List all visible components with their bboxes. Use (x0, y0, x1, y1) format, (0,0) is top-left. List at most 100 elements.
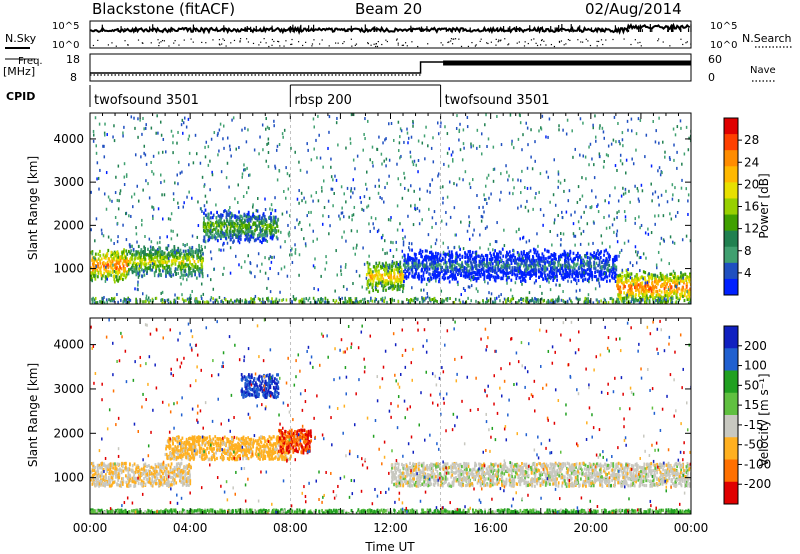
power-cell (490, 192, 492, 196)
power-cell (657, 169, 659, 173)
power-cell (675, 285, 678, 289)
power-cell (641, 285, 644, 289)
power-cell (587, 261, 590, 266)
power-cell (636, 299, 639, 303)
power-cell (162, 255, 165, 259)
power-cell (364, 182, 367, 186)
power-cell (238, 241, 241, 245)
power-cell (384, 266, 387, 270)
power-cell (221, 213, 224, 218)
nsearch-point (530, 39, 533, 41)
power-cell (366, 187, 368, 191)
power-cell (524, 273, 527, 277)
power-cell (117, 271, 119, 275)
power-cell (573, 277, 575, 281)
power-cell (655, 293, 658, 297)
power-cell (190, 254, 193, 258)
power-cell (189, 253, 192, 257)
power-cell (511, 294, 514, 298)
power-cell (201, 274, 204, 279)
power-cell (562, 232, 565, 236)
power-cell (417, 170, 419, 174)
nsearch-point (158, 44, 160, 47)
power-cell (195, 276, 198, 280)
power-cell (125, 301, 128, 304)
power-cell (645, 256, 647, 260)
nsearch-point (342, 42, 344, 45)
power-cell (235, 254, 237, 258)
power-cell (637, 277, 639, 281)
power-cell (553, 268, 556, 272)
nsearch-point (497, 41, 499, 43)
power-cell (574, 243, 576, 247)
power-cell (564, 267, 567, 271)
power-cell (659, 242, 661, 246)
power-cell (609, 245, 611, 249)
power-cell (578, 266, 581, 271)
power-cell (587, 242, 590, 246)
power-cell (637, 293, 640, 297)
power-cell (156, 264, 159, 268)
power-cell (559, 271, 561, 275)
power-cell (110, 262, 113, 266)
power-cell (304, 200, 307, 204)
power-cell (352, 158, 355, 162)
power-cell (667, 299, 670, 303)
power-cell (113, 280, 116, 284)
power-cell (402, 263, 405, 267)
power-cell (148, 196, 151, 200)
power-cell (442, 185, 444, 189)
power-cell (414, 203, 416, 207)
power-cell (596, 249, 599, 253)
power-cell (139, 252, 142, 256)
power-cell (273, 119, 275, 123)
power-cell (113, 255, 116, 259)
power-cell (594, 267, 597, 271)
power-cell (165, 150, 167, 154)
power-cell (664, 284, 667, 288)
power-cell (527, 209, 530, 213)
power-cell (448, 180, 451, 184)
power-cell (521, 261, 523, 265)
power-cell (154, 265, 157, 269)
power-cell (588, 256, 591, 260)
power-cell (647, 232, 650, 236)
power-cell (412, 262, 414, 266)
cpid-segments: twofsound 3501 rbsp 200 twofsound 3501 (89, 84, 550, 108)
power-cell (641, 189, 644, 193)
power-cell (548, 275, 551, 280)
power-cell (182, 205, 185, 209)
power-cell (103, 256, 106, 260)
power-cell (107, 235, 110, 239)
power-cell (341, 206, 343, 210)
power-cell (267, 277, 270, 281)
power-cell (421, 218, 423, 222)
power-cell (651, 199, 653, 203)
power-cell (177, 206, 180, 210)
power-cell (271, 235, 274, 239)
power-cell (613, 217, 616, 221)
power-cell (542, 260, 545, 264)
power-cell (96, 268, 99, 273)
power-cell (545, 170, 548, 174)
power-cell (136, 287, 139, 291)
power-cell (531, 261, 533, 265)
power-cell (314, 257, 316, 261)
power-cell (513, 249, 515, 253)
power-cell (613, 230, 615, 234)
power-cell (488, 272, 491, 277)
power-cell (620, 279, 623, 283)
power-cell (163, 179, 166, 183)
power-cell (529, 186, 532, 190)
power-cell (250, 234, 252, 238)
power-cell (361, 207, 363, 211)
nsearch-point (448, 41, 450, 43)
power-cell (588, 272, 591, 277)
power-cell (377, 274, 379, 278)
power-cell (265, 117, 267, 121)
power-cell (672, 240, 674, 244)
power-cell (488, 266, 491, 270)
power-cell (160, 291, 162, 295)
power-cell (382, 233, 384, 237)
power-cell (94, 277, 97, 281)
